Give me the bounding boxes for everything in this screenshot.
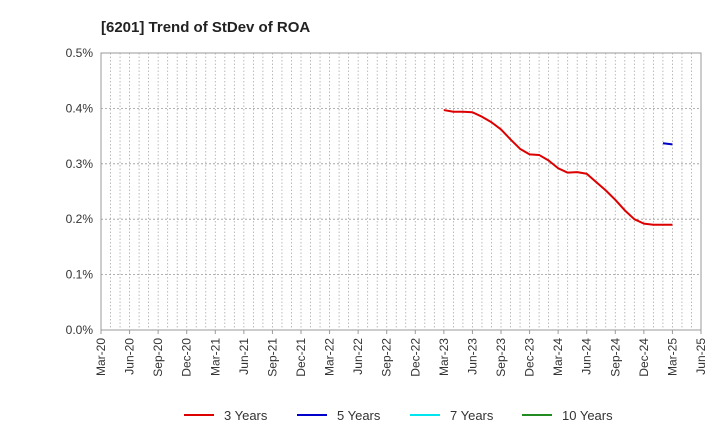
x-tick-label: Mar-20 — [94, 338, 108, 376]
x-tick-label: Mar-24 — [551, 338, 565, 376]
x-tick-label: Sep-22 — [380, 338, 394, 377]
x-axis: Mar-20 Jun-20 Sep-20 Dec-20 Mar-21 Jun-21 Sep-… — [94, 330, 708, 377]
series-line-3-years — [443, 109, 673, 226]
x-tick-label: Jun-22 — [351, 338, 365, 375]
x-tick-label: Jun-23 — [465, 338, 479, 375]
legend: 3 Years 5 Years 7 Years 10 Years — [184, 408, 613, 423]
y-tick-label: 0.0% — [66, 323, 94, 337]
x-tick-label: Sep-23 — [494, 338, 508, 377]
x-tick-label: Dec-21 — [294, 338, 308, 377]
legend-label: 3 Years — [224, 408, 268, 423]
x-tick-label: Jun-25 — [694, 338, 708, 375]
legend-label: 7 Years — [450, 408, 494, 423]
x-tick-label: Mar-23 — [437, 338, 451, 376]
x-tick-label: Jun-20 — [123, 338, 137, 375]
y-axis: 0.0% 0.1% 0.2% 0.3% 0.4% 0.5% — [66, 46, 94, 337]
x-tick-label: Dec-22 — [408, 338, 422, 377]
x-tick-label: Sep-24 — [608, 338, 622, 377]
x-tick-label: Sep-21 — [265, 338, 279, 377]
legend-label: 10 Years — [562, 408, 613, 423]
x-tick-label: Jun-21 — [237, 338, 251, 375]
x-tick-label: Dec-20 — [180, 338, 194, 377]
y-tick-label: 0.5% — [66, 46, 94, 60]
chart-title: [6201] Trend of StDev of ROA — [101, 19, 310, 36]
y-tick-label: 0.1% — [66, 268, 94, 282]
plot-frame — [100, 52, 702, 331]
y-tick-label: 0.3% — [66, 157, 94, 171]
x-tick-label: Jun-24 — [580, 338, 594, 375]
x-tick-label: Mar-21 — [208, 338, 222, 376]
x-tick-label: Mar-25 — [665, 338, 679, 376]
series-lines — [443, 109, 673, 226]
y-tick-label: 0.4% — [66, 101, 94, 115]
grid — [101, 53, 701, 330]
x-tick-label: Dec-24 — [637, 338, 651, 377]
x-tick-label: Mar-22 — [323, 338, 337, 376]
x-tick-label: Dec-23 — [523, 338, 537, 377]
x-tick-label: Sep-20 — [151, 338, 165, 377]
legend-label: 5 Years — [337, 408, 381, 423]
series-line-5-years — [662, 142, 673, 146]
y-tick-label: 0.2% — [66, 212, 94, 226]
